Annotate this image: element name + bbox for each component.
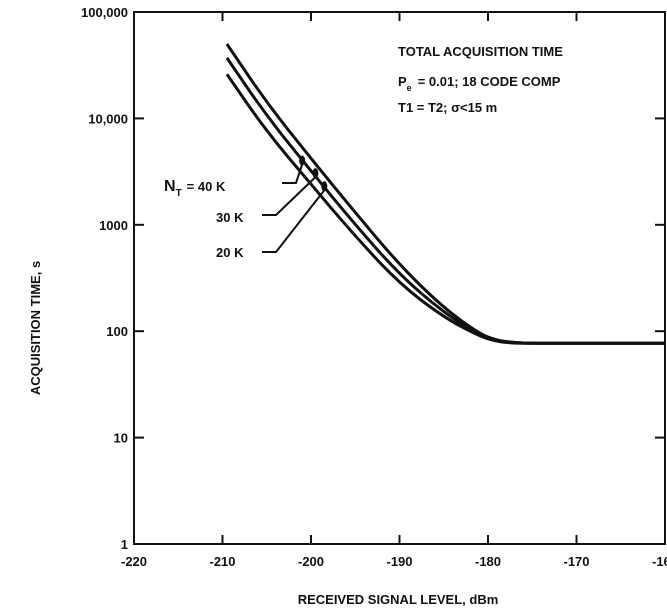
annotation-e-subscript: e [407, 83, 412, 93]
series-label-20k: 20 K [216, 245, 244, 260]
leader-20k [262, 189, 326, 253]
leader-40k-arrowhead [299, 155, 306, 166]
x-tick-label: -180 [475, 554, 501, 569]
x-tick-label: -190 [386, 554, 412, 569]
x-tick-label: -200 [298, 554, 324, 569]
x-tick-label: -210 [209, 554, 235, 569]
annotation-pe-rest: = 0.01; 18 CODE COMP [418, 74, 561, 89]
y-tick-label: 10 [114, 431, 128, 446]
y-tick-label: 1000 [99, 218, 128, 233]
x-axis-title: RECEIVED SIGNAL LEVEL, dBm [298, 592, 499, 607]
leader-20k-arrowhead [321, 181, 328, 192]
x-tick-label: -220 [121, 554, 147, 569]
y-tick-label: 1 [121, 537, 128, 552]
x-tick-label: -170 [563, 554, 589, 569]
curve-20k [225, 73, 665, 345]
y-tick-label: 100,000 [81, 5, 128, 20]
series-label-30k: 30 K [216, 210, 244, 225]
annotation-p: P [398, 74, 407, 89]
leader-40k [282, 164, 304, 184]
x-tick-label: -160 [652, 554, 667, 569]
leader-30k [262, 176, 317, 216]
y-axis-title: ACQUISITION TIME, s [28, 261, 43, 395]
annotation-t1t2: T1 = T2; σ<15 m [398, 100, 497, 115]
annotation-title: TOTAL ACQUISITION TIME [398, 44, 563, 59]
series-label-40k: NT = 40 K [164, 178, 226, 199]
leader-30k-arrowhead [312, 168, 319, 179]
y-tick-label: 10,000 [88, 111, 128, 126]
y-tick-label: 100 [106, 324, 128, 339]
plot-frame [133, 11, 666, 545]
annotation-pe: Pe = 0.01; 18 CODE COMP [398, 74, 561, 93]
